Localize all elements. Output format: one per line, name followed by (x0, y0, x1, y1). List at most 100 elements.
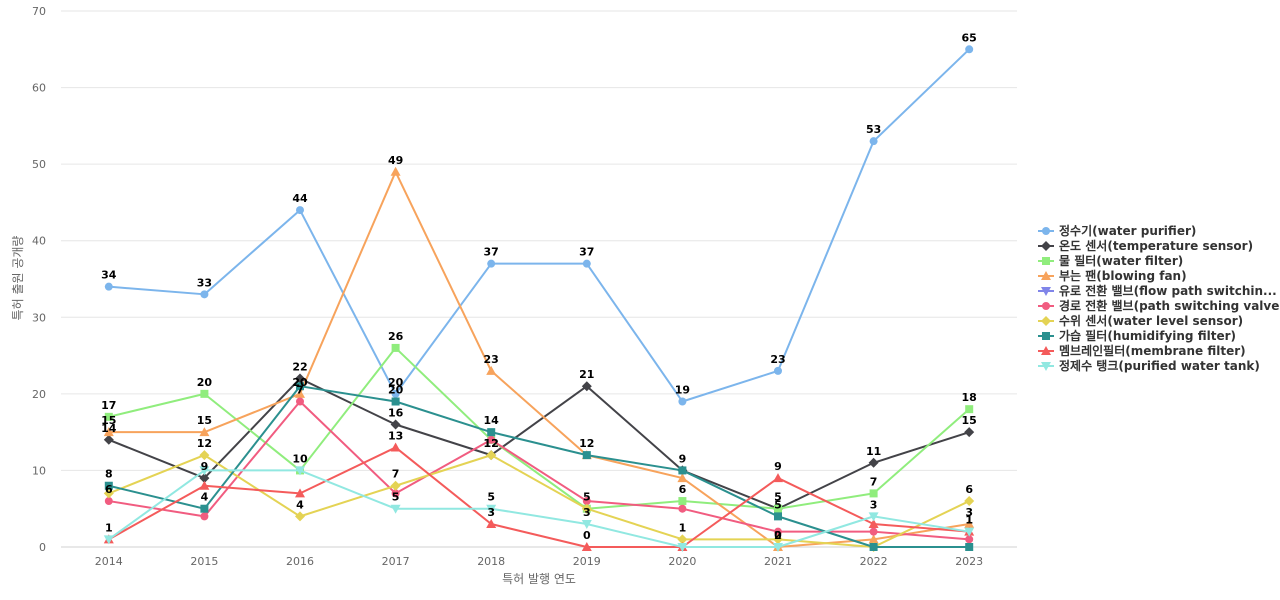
data-point (773, 543, 783, 552)
data-label: 20 (388, 376, 404, 389)
y-tick-label: 0 (39, 541, 46, 554)
x-tick-label: 2016 (286, 555, 314, 568)
data-label: 3 (870, 498, 878, 511)
data-label: 12 (484, 437, 499, 450)
data-label: 20 (388, 384, 404, 397)
legend-item-4: 유로 전환 밸브(flow path switchin... (1038, 283, 1277, 298)
data-label: 13 (388, 429, 403, 442)
series-line (108, 454, 970, 548)
data-point (390, 480, 401, 491)
data-label: 23 (484, 353, 499, 366)
data-point (965, 405, 974, 414)
data-point (391, 489, 400, 498)
data-point (678, 497, 687, 506)
series-lines (103, 45, 975, 552)
legend-marker (1041, 271, 1051, 280)
data-point (103, 488, 114, 499)
legend-marker (1041, 241, 1051, 251)
legend-item-6: 수위 센서(water level sensor) (1038, 313, 1243, 328)
legend-marker (1042, 332, 1050, 340)
data-point (581, 503, 592, 514)
data-label: 7 (296, 384, 304, 397)
legend-label: 유로 전환 밸브(flow path switchin... (1059, 283, 1277, 298)
data-point (582, 259, 591, 268)
data-point (296, 206, 304, 215)
data-label: 21 (579, 368, 594, 381)
data-label: 12 (197, 437, 212, 450)
y-tick-label: 30 (32, 311, 46, 324)
data-point (390, 442, 401, 452)
data-point (774, 504, 782, 513)
data-point (964, 496, 975, 507)
data-label: 0 (583, 529, 591, 542)
x-tick-label: 2018 (477, 555, 505, 568)
series-3 (103, 166, 975, 551)
data-label: 6 (679, 483, 687, 496)
series-8 (103, 442, 975, 551)
data-point (200, 512, 209, 521)
series-line (108, 346, 970, 510)
x-tick-label: 2023 (955, 555, 983, 568)
data-label: 65 (962, 31, 977, 44)
x-tick-label: 2015 (190, 555, 218, 568)
data-point (391, 343, 400, 352)
data-point (486, 450, 497, 461)
legend-marker (1041, 346, 1051, 355)
y-axis-title: 특허 출원 공개량 (11, 236, 25, 321)
data-point (581, 381, 592, 392)
series-line (108, 469, 970, 548)
data-point (773, 534, 783, 545)
data-point (390, 166, 401, 176)
x-tick-label: 2019 (573, 555, 601, 568)
data-point (487, 428, 496, 437)
data-label: 8 (105, 468, 113, 481)
data-label: 4 (296, 498, 304, 511)
data-label: 22 (292, 361, 307, 374)
data-label: 33 (197, 276, 212, 289)
x-tick-label: 2014 (95, 555, 123, 568)
legend-label: 정수기(water purifier) (1059, 223, 1196, 238)
data-label: 0 (774, 529, 782, 542)
data-point (774, 527, 782, 536)
data-label: 37 (579, 246, 594, 259)
data-label: 19 (675, 384, 690, 397)
data-label: 1 (105, 521, 113, 534)
data-point (200, 504, 209, 513)
data-point (581, 542, 592, 551)
data-point (869, 137, 878, 146)
data-label: 12 (579, 437, 594, 450)
data-label: 4 (201, 491, 209, 504)
data-label: 34 (101, 269, 117, 282)
data-point (868, 519, 879, 529)
data-label: 37 (484, 246, 499, 259)
data-point (200, 389, 209, 398)
data-label: 15 (962, 414, 977, 427)
data-label: 20 (197, 376, 213, 389)
data-point (964, 427, 975, 438)
data-label: 14 (101, 422, 117, 435)
series-line (108, 446, 970, 548)
data-point (390, 504, 401, 514)
data-label: 12 (484, 437, 499, 450)
legend-item-8: 멤브레인필터(membrane filter) (1038, 343, 1246, 358)
data-label: 5 (487, 491, 495, 504)
data-label: 2 (774, 529, 782, 542)
data-point (773, 473, 783, 483)
series-line (108, 385, 970, 548)
legend-label: 가습 필터(humidifying filter) (1059, 328, 1236, 343)
data-label: 7 (392, 468, 400, 481)
data-label: 10 (292, 452, 308, 465)
data-point (104, 282, 113, 291)
data-label: 11 (866, 445, 881, 458)
data-point (965, 543, 974, 551)
data-point (677, 543, 688, 552)
data-point (296, 397, 304, 406)
legend-marker (1042, 227, 1050, 235)
data-label: 20 (292, 376, 308, 389)
data-point (774, 512, 782, 521)
data-point (774, 366, 782, 375)
legend-item-2: 물 필터(water filter) (1038, 253, 1183, 268)
